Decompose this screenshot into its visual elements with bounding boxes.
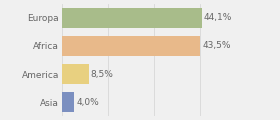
- Bar: [62, 36, 200, 56]
- Bar: [62, 64, 89, 84]
- Text: 8,5%: 8,5%: [91, 70, 113, 79]
- Text: 43,5%: 43,5%: [202, 41, 231, 50]
- Text: 44,1%: 44,1%: [204, 13, 232, 22]
- Text: 4,0%: 4,0%: [76, 98, 99, 107]
- Bar: [62, 8, 202, 28]
- Bar: [62, 92, 74, 112]
